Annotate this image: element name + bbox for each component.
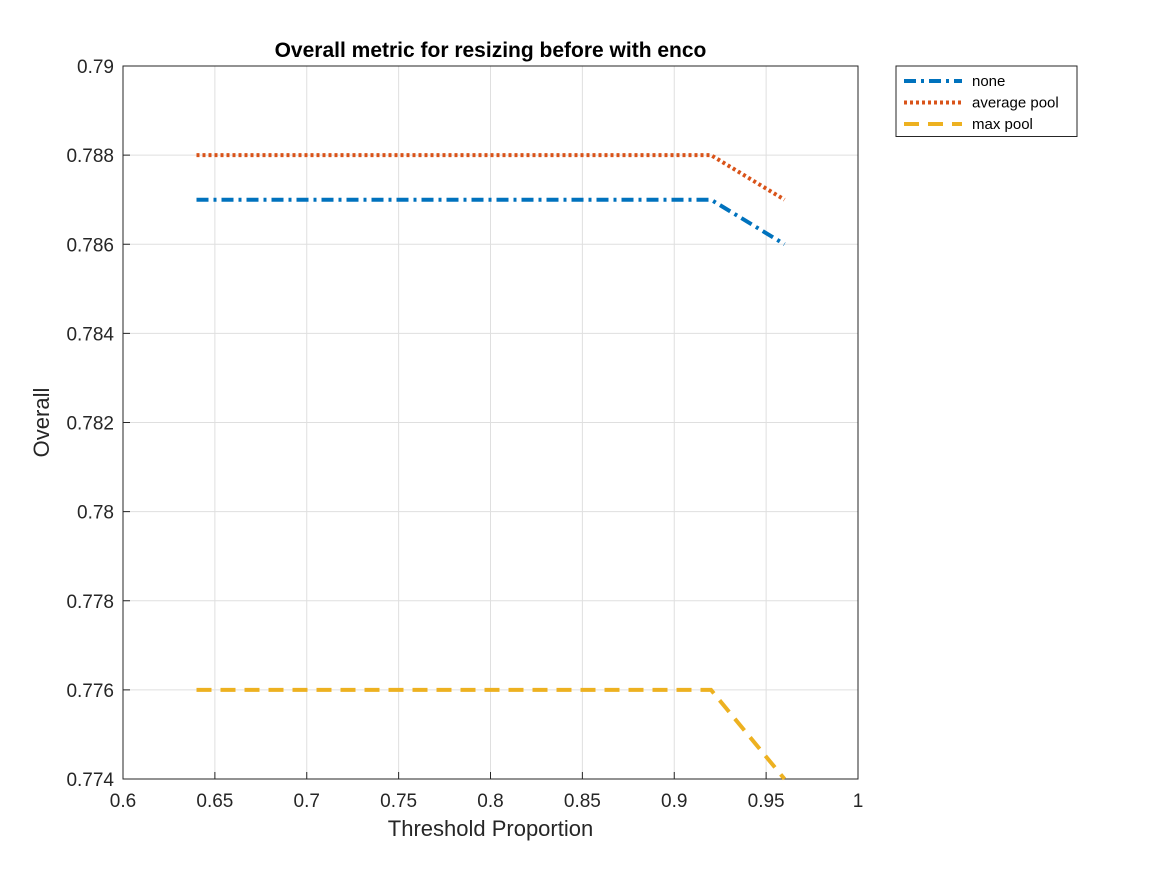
legend-label-max-pool: max pool bbox=[972, 116, 1033, 133]
legend-box bbox=[895, 65, 1078, 137]
y-tick-label: 0.774 bbox=[66, 770, 114, 791]
y-tick-label: 0.776 bbox=[66, 681, 114, 702]
x-tick-label: 0.6 bbox=[110, 791, 136, 812]
y-tick-labels: 0.774 0.776 0.778 0.78 0.782 0.784 0.786 0.788 0… bbox=[66, 57, 114, 791]
x-tick-label: 0.9 bbox=[661, 791, 687, 812]
x-tick-label: 0.8 bbox=[477, 791, 503, 812]
x-tick-label: 0.65 bbox=[196, 791, 233, 812]
y-tick-label: 0.788 bbox=[66, 146, 114, 167]
legend: none average pool max pool bbox=[895, 65, 1078, 137]
legend-label-average-pool: average pool bbox=[972, 95, 1059, 112]
grid bbox=[123, 66, 858, 779]
y-tick-label: 0.78 bbox=[77, 503, 114, 524]
chart-title: Overall metric for resizing before with … bbox=[275, 39, 707, 62]
legend-label-none: none bbox=[972, 73, 1005, 90]
y-tick-label: 0.778 bbox=[66, 592, 114, 613]
x-tick-label: 0.85 bbox=[564, 791, 601, 812]
y-tick-label: 0.784 bbox=[66, 324, 114, 345]
tick-marks bbox=[122, 65, 859, 780]
series-line-max-pool bbox=[196, 687, 787, 781]
x-tick-label: 0.75 bbox=[380, 791, 417, 812]
x-tick-label: 1 bbox=[853, 791, 864, 812]
x-axis-label: Threshold Proportion bbox=[388, 816, 593, 841]
x-tick-labels: 0.6 0.65 0.7 0.75 0.8 0.85 0.9 0.95 1 bbox=[110, 791, 864, 812]
y-axis-label: Overall bbox=[29, 388, 54, 458]
series-lines bbox=[196, 153, 787, 781]
x-tick-label: 0.95 bbox=[748, 791, 785, 812]
series-line-average-pool bbox=[196, 153, 786, 202]
y-tick-label: 0.786 bbox=[66, 235, 114, 256]
y-tick-label: 0.782 bbox=[66, 414, 114, 435]
x-tick-label: 0.7 bbox=[294, 791, 320, 812]
y-tick-label: 0.79 bbox=[77, 57, 114, 78]
